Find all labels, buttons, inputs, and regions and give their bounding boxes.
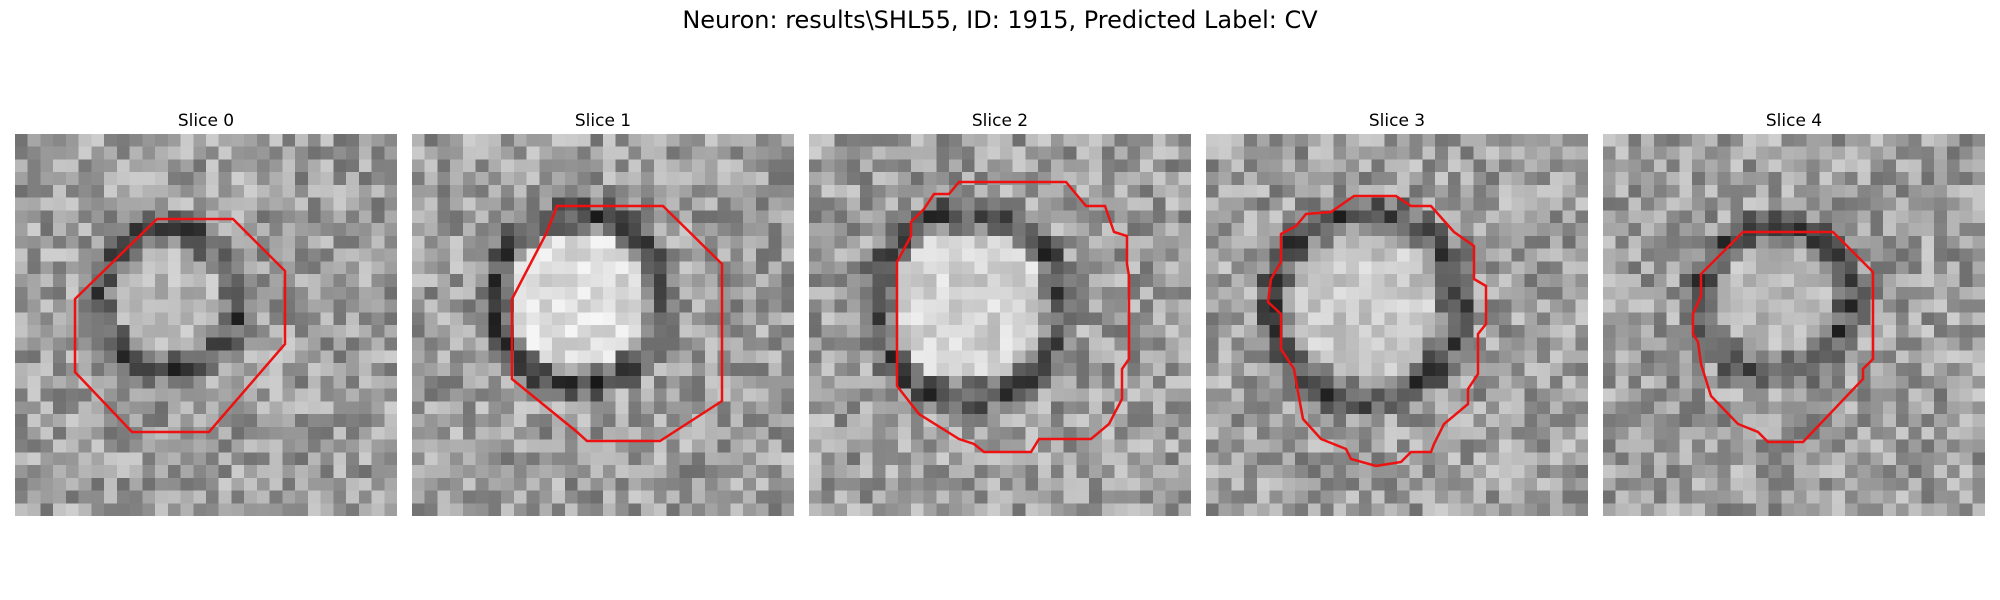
slice-title: Slice 1	[574, 111, 632, 131]
contour-overlay	[1691, 230, 1875, 444]
slice-panel: Slice 1	[412, 108, 794, 516]
slice-title: Slice 0	[177, 111, 235, 131]
slice-image	[1206, 134, 1588, 516]
contour-overlay	[895, 180, 1131, 454]
slice-title: Slice 3	[1368, 111, 1426, 131]
slice-image	[412, 134, 794, 516]
grayscale-microscopy-image	[1603, 134, 1985, 516]
segmentation-contour	[1266, 194, 1488, 468]
segmentation-contour	[73, 217, 287, 434]
contour-overlay	[1266, 194, 1488, 468]
slice-image	[809, 134, 1191, 516]
slice-image	[15, 134, 397, 516]
slice-panel: Slice 0	[15, 108, 397, 516]
segmentation-contour	[895, 180, 1131, 454]
figure-suptitle: Neuron: results\SHL55, ID: 1915, Predict…	[682, 6, 1318, 34]
grayscale-microscopy-image	[412, 134, 794, 516]
slice-panel: Slice 3	[1206, 108, 1588, 516]
slice-title: Slice 4	[1765, 111, 1823, 131]
slice-title: Slice 2	[971, 111, 1029, 131]
contour-overlay	[73, 217, 287, 434]
slice-panel: Slice 4	[1603, 108, 1985, 516]
slice-image	[1603, 134, 1985, 516]
slice-panel: Slice 2	[809, 108, 1191, 516]
grayscale-microscopy-image	[15, 134, 397, 516]
segmentation-contour	[510, 204, 724, 443]
segmentation-contour	[1691, 230, 1875, 444]
contour-overlay	[510, 204, 724, 443]
